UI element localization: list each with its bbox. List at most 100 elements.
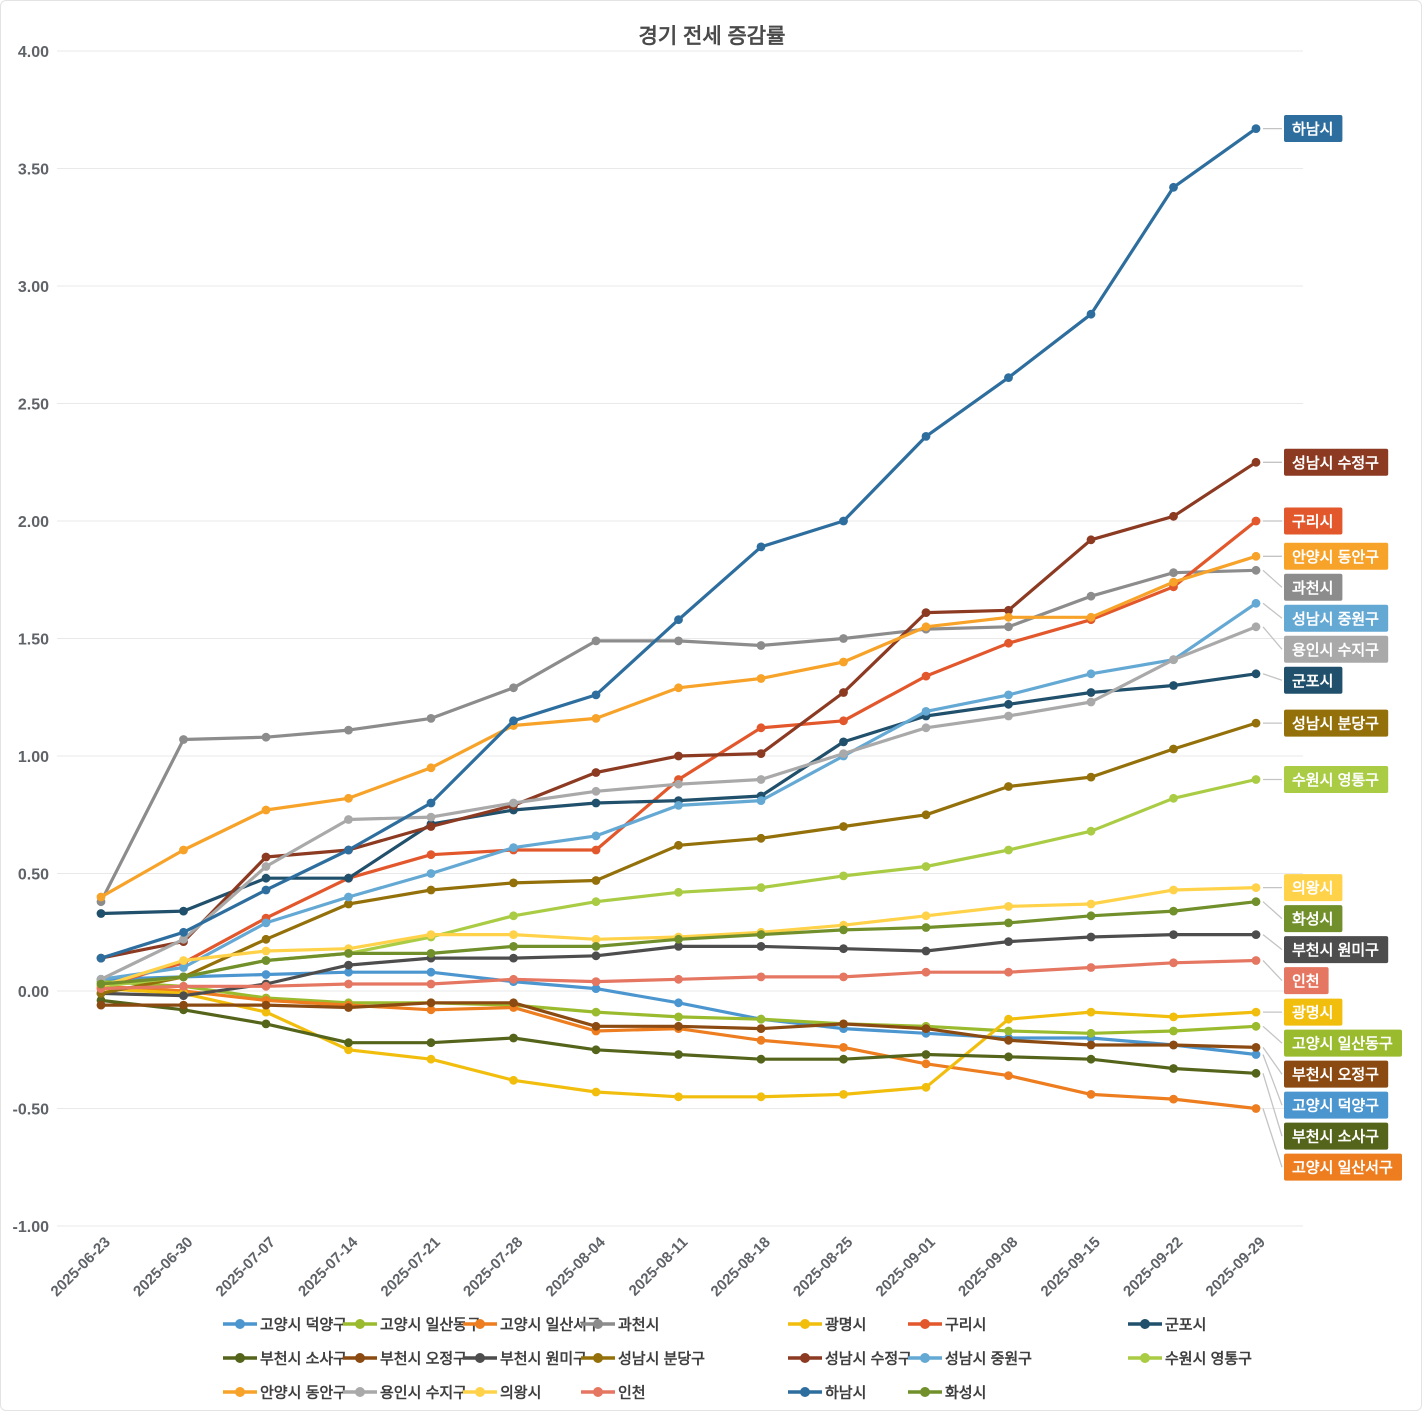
data-point[interactable] <box>674 779 683 789</box>
data-point[interactable] <box>756 1024 766 1033</box>
data-point[interactable] <box>1251 718 1261 728</box>
data-point[interactable] <box>1169 577 1178 587</box>
data-point[interactable] <box>509 911 518 921</box>
data-point[interactable] <box>839 749 848 758</box>
data-point[interactable] <box>1086 309 1096 319</box>
data-point[interactable] <box>839 1090 848 1099</box>
data-point[interactable] <box>591 942 601 951</box>
data-point[interactable] <box>1169 793 1178 803</box>
data-point[interactable] <box>1169 930 1178 939</box>
data-point[interactable] <box>1086 911 1096 921</box>
data-point[interactable] <box>1004 918 1013 928</box>
legend-item-고양시 일산동구[interactable]: 고양시 일산동구 <box>343 1317 481 1334</box>
legend-item-구리시[interactable]: 구리시 <box>908 1317 986 1334</box>
data-point[interactable] <box>1169 958 1178 968</box>
data-point[interactable] <box>921 723 931 733</box>
legend-item-군포시[interactable]: 군포시 <box>1128 1317 1206 1334</box>
data-point[interactable] <box>426 998 436 1008</box>
data-point[interactable] <box>1086 1028 1096 1038</box>
data-point[interactable] <box>1251 775 1261 784</box>
data-point[interactable] <box>591 831 601 841</box>
data-point[interactable] <box>1004 845 1013 855</box>
data-point[interactable] <box>839 944 848 954</box>
data-point[interactable] <box>591 1087 601 1097</box>
data-point[interactable] <box>756 1035 766 1045</box>
data-point[interactable] <box>1169 1026 1178 1036</box>
data-point[interactable] <box>591 977 601 986</box>
data-point[interactable] <box>1004 1026 1013 1036</box>
data-point[interactable] <box>839 972 848 982</box>
legend-item-의왕시[interactable]: 의왕시 <box>463 1384 541 1402</box>
data-point[interactable] <box>261 918 271 928</box>
data-point[interactable] <box>1169 885 1178 895</box>
data-point[interactable] <box>1251 565 1261 575</box>
data-point[interactable] <box>756 749 766 758</box>
data-point[interactable] <box>591 768 601 777</box>
data-point[interactable] <box>426 822 436 831</box>
data-point[interactable] <box>344 1003 353 1012</box>
data-point[interactable] <box>179 981 188 991</box>
data-point[interactable] <box>756 972 766 982</box>
data-point[interactable] <box>1004 373 1013 382</box>
data-point[interactable] <box>756 1014 766 1024</box>
data-point[interactable] <box>756 674 766 683</box>
data-point[interactable] <box>839 516 848 526</box>
data-point[interactable] <box>261 970 271 979</box>
data-point[interactable] <box>426 1038 436 1048</box>
data-point[interactable] <box>1169 906 1178 916</box>
data-point[interactable] <box>509 953 518 963</box>
legend-item-성남시 중원구[interactable]: 성남시 중원구 <box>908 1350 1032 1368</box>
data-point[interactable] <box>921 1050 931 1059</box>
data-point[interactable] <box>179 956 188 965</box>
data-point[interactable] <box>1086 932 1096 942</box>
data-point[interactable] <box>426 885 436 895</box>
data-point[interactable] <box>1004 622 1013 632</box>
data-point[interactable] <box>921 1059 931 1069</box>
data-point[interactable] <box>1086 591 1096 601</box>
data-point[interactable] <box>1004 937 1013 946</box>
data-point[interactable] <box>426 763 436 773</box>
data-point[interactable] <box>921 967 931 977</box>
data-point[interactable] <box>1004 902 1013 911</box>
data-point[interactable] <box>1004 690 1013 700</box>
data-point[interactable] <box>674 1012 683 1022</box>
legend-item-부천시 원미구[interactable]: 부천시 원미구 <box>463 1350 587 1368</box>
data-point[interactable] <box>756 1054 766 1064</box>
data-point[interactable] <box>1251 598 1261 608</box>
data-point[interactable] <box>756 775 766 784</box>
data-point[interactable] <box>261 1000 271 1010</box>
data-point[interactable] <box>756 942 766 951</box>
data-point[interactable] <box>509 998 518 1008</box>
data-point[interactable] <box>1086 612 1096 622</box>
legend-item-인천[interactable]: 인천 <box>581 1384 646 1402</box>
data-point[interactable] <box>344 815 353 824</box>
data-point[interactable] <box>261 934 271 944</box>
data-point[interactable] <box>839 871 848 881</box>
data-point[interactable] <box>344 1038 353 1048</box>
data-point[interactable] <box>426 714 436 723</box>
data-point[interactable] <box>1086 697 1096 707</box>
data-point[interactable] <box>1004 1052 1013 1062</box>
data-point[interactable] <box>1086 688 1096 697</box>
data-point[interactable] <box>839 688 848 697</box>
data-point[interactable] <box>179 1000 188 1010</box>
data-point[interactable] <box>344 725 353 735</box>
data-point[interactable] <box>674 1021 683 1031</box>
data-point[interactable] <box>261 805 271 815</box>
data-point[interactable] <box>921 911 931 921</box>
data-point[interactable] <box>591 934 601 944</box>
data-point[interactable] <box>1004 638 1013 648</box>
legend-item-성남시 분당구[interactable]: 성남시 분당구 <box>581 1350 705 1368</box>
data-point[interactable] <box>261 732 271 742</box>
data-point[interactable] <box>1004 605 1013 615</box>
data-point[interactable] <box>179 845 188 855</box>
legend-item-부천시 오정구[interactable]: 부천시 오정구 <box>343 1350 467 1368</box>
data-point[interactable] <box>261 946 271 956</box>
data-point[interactable] <box>756 930 766 939</box>
data-point[interactable] <box>179 927 188 937</box>
data-point[interactable] <box>1004 967 1013 977</box>
legend-item-용인시 수지구[interactable]: 용인시 수지구 <box>343 1384 467 1402</box>
data-point[interactable] <box>344 793 353 803</box>
data-point[interactable] <box>674 998 683 1008</box>
data-point[interactable] <box>839 822 848 831</box>
